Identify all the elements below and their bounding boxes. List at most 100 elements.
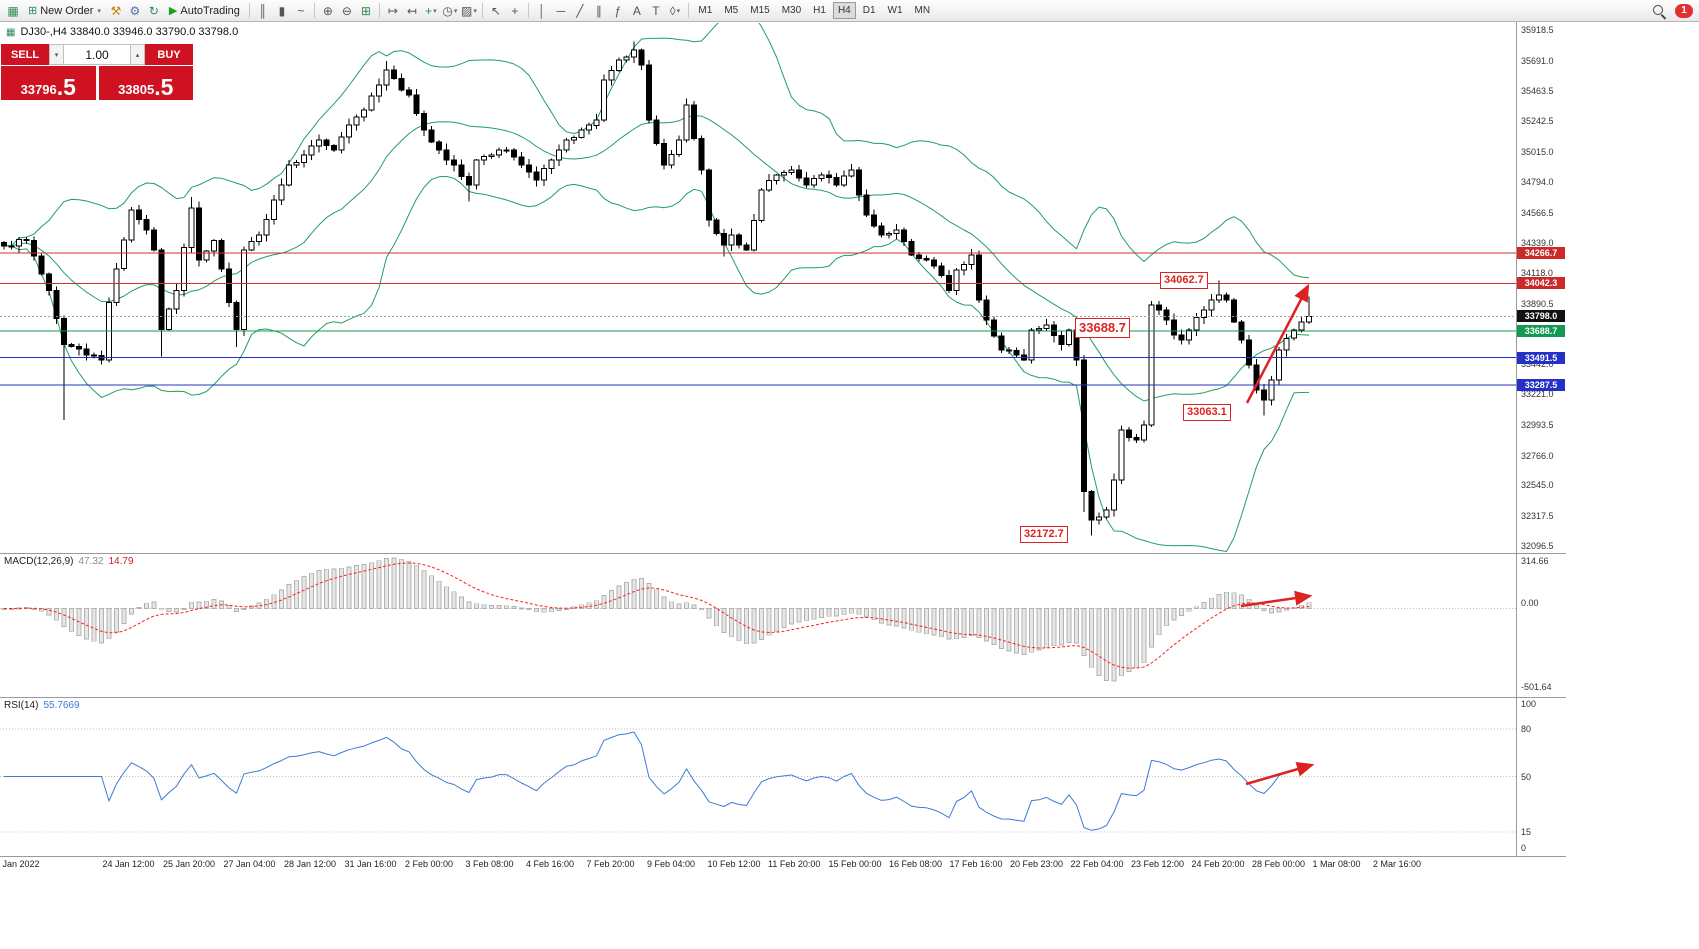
macd-name: MACD(12,26,9)	[4, 556, 74, 567]
line-chart-icon[interactable]: ~	[297, 3, 305, 18]
dropdown-caret-icon: ▾	[473, 7, 477, 15]
timeframe-m1[interactable]: M1	[698, 5, 713, 16]
templates-icon[interactable]: ▨ ▾	[460, 3, 477, 18]
toolbar-separator	[313, 3, 315, 18]
chart-window-icon[interactable]: ▦	[7, 3, 19, 18]
timeframe-d1[interactable]: D1	[862, 5, 876, 16]
cursor-icon[interactable]: ↖	[490, 3, 501, 18]
price-axis-tick: 32317.5	[1521, 511, 1554, 522]
options-icon[interactable]: ⚙	[129, 3, 141, 18]
price-axis-tick: 35691.0	[1521, 55, 1554, 66]
tile-windows-icon[interactable]: ⊞	[360, 3, 371, 18]
timeframe-mn[interactable]: MN	[914, 5, 931, 16]
refresh-icon[interactable]: ↻	[148, 3, 159, 18]
zoom-out-icon[interactable]: ⊖	[341, 3, 352, 18]
metaeditor-icon[interactable]: ⚒	[110, 3, 122, 18]
timeframe-w1[interactable]: W1	[887, 5, 903, 16]
text-icon[interactable]: A	[632, 3, 641, 18]
dropdown-caret-icon: ▾	[97, 7, 101, 15]
rsi-name: RSI(14)	[4, 700, 39, 711]
volume-input[interactable]: 1.00	[64, 44, 130, 65]
horizontal-line-icon[interactable]: ─	[556, 3, 566, 18]
autotrading-button-icon: ▶	[168, 5, 178, 17]
sell-price-button[interactable]: 33796 .5	[1, 66, 96, 100]
dropdown-caret-icon: ▾	[453, 7, 458, 15]
toolbar: ▦ ⊞ New Order ▾ ⚒ ⚙ ↻ ▶ AutoTrading ║ ▮ ~ ⊕ ⊖ ⊞ ↦ ↤ + ▾ ◷ ▾ ▨…	[0, 0, 1699, 22]
volume-up-button[interactable]: ▴	[130, 44, 145, 65]
search-icon[interactable]	[1651, 3, 1667, 20]
price-axis-tag: 33688.7	[1517, 325, 1565, 338]
timeframe-m5[interactable]: M5	[724, 5, 739, 16]
vertical-line-icon[interactable]: │	[538, 3, 546, 18]
price-axis-line	[1516, 22, 1517, 856]
timeframe-h1[interactable]: H1	[813, 5, 826, 16]
volume-down-button[interactable]: ▾	[49, 44, 64, 65]
one-click-trading-panel: SELL ▾ 1.00 ▴ BUY 33796 .5 33805 .5	[1, 44, 193, 100]
price-axis-tag: 33798.0	[1517, 310, 1565, 323]
rsi-scale-label: 100	[1521, 699, 1537, 709]
search-icon-circle	[1653, 4, 1663, 15]
price-axis-tag: 34042.3	[1517, 277, 1565, 290]
price-axis-tick: 32766.0	[1521, 450, 1554, 461]
price-axis-tick: 34566.5	[1521, 207, 1554, 218]
fibonacci-icon[interactable]: ƒ	[614, 3, 622, 18]
price-axis-tick: 35918.5	[1521, 25, 1554, 35]
rsi-scale-label: 80	[1521, 723, 1532, 734]
rsi-panel-separator[interactable]	[0, 697, 1566, 698]
buy-price-button[interactable]: 33805 .5	[98, 66, 193, 100]
macd-scale-max: 314.66	[1521, 556, 1549, 566]
chart-shift-icon[interactable]: ↤	[406, 3, 417, 18]
channel-icon[interactable]: ∥	[595, 3, 602, 18]
chart-canvas[interactable]	[0, 0, 1516, 872]
label-icon[interactable]: T	[652, 3, 660, 18]
periods-icon[interactable]: ◷ ▾	[442, 3, 458, 18]
buy-price-big: .5	[154, 74, 174, 100]
price-axis-tick: 35242.5	[1521, 116, 1554, 127]
toolbar-separator	[687, 3, 689, 18]
crosshair-icon[interactable]: +	[511, 3, 519, 18]
price-axis-tag: 33491.5	[1517, 351, 1565, 364]
price-axis-tick: 34118.0	[1521, 268, 1553, 279]
autotrading-button[interactable]: ▶ AutoTrading	[164, 3, 245, 18]
buy-price-main: 33805	[118, 82, 155, 97]
symbol-info: ▦ DJ30-,H4 33840.0 33946.0 33790.0 33798…	[6, 26, 238, 38]
buy-button[interactable]: BUY	[145, 44, 193, 65]
sell-price-main: 33796	[20, 82, 57, 97]
toolbar-separator	[527, 3, 529, 18]
macd-panel-separator[interactable]	[0, 553, 1566, 554]
toolbar-right: 1	[1651, 3, 1695, 20]
auto-scroll-icon[interactable]: ↦	[387, 3, 398, 18]
bar-chart-icon[interactable]: ║	[258, 3, 268, 18]
notification-badge[interactable]: 1	[1675, 3, 1693, 18]
new-order-button-icon: ⊞	[28, 5, 38, 17]
toolbar-items: ▦ ⊞ New Order ▾ ⚒ ⚙ ↻ ▶ AutoTrading ║ ▮ ~ ⊕ ⊖ ⊞ ↦ ↤ + ▾ ◷ ▾ ▨…	[4, 2, 1651, 20]
rsi-value: 55.7669	[43, 700, 80, 711]
price-axis-tick: 32096.5	[1521, 540, 1554, 551]
new-order-button[interactable]: ⊞ New Order ▾	[23, 3, 106, 18]
price-axis-tick: 34794.0	[1521, 176, 1554, 187]
macd-signal-value: 14.79	[108, 556, 134, 567]
sell-price-big: .5	[56, 74, 76, 100]
price-axis-tick: 35463.5	[1521, 86, 1554, 97]
price-axis-tick: 34339.0	[1521, 238, 1554, 249]
price-axis-tick: 33663.0	[1521, 329, 1554, 340]
sell-button[interactable]: SELL	[1, 44, 49, 65]
symbol-ohlc-text: DJ30-,H4 33840.0 33946.0 33790.0 33798.0	[20, 26, 239, 38]
macd-scale-min: -501.64	[1521, 682, 1552, 692]
zoom-in-icon[interactable]: ⊕	[322, 3, 333, 18]
timeframe-m30[interactable]: M30	[781, 5, 802, 16]
new-order-button-label: New Order	[40, 4, 94, 17]
candlestick-chart-icon[interactable]: ▮	[278, 3, 286, 18]
toolbar-separator	[378, 3, 380, 18]
trade-panel-prices: 33796 .5 33805 .5	[1, 66, 193, 100]
time-axis-separator	[0, 856, 1566, 857]
rsi-label: RSI(14) 55.7669	[4, 700, 80, 711]
rsi-scale-label: 50	[1521, 771, 1532, 782]
timeframe-m15[interactable]: M15	[750, 5, 770, 16]
trendline-icon[interactable]: ╱	[576, 3, 584, 18]
shapes-icon[interactable]: ◊ ▾	[669, 3, 681, 18]
price-axis-tick: 33890.5	[1521, 298, 1554, 309]
timeframe-h4[interactable]: H4	[832, 2, 856, 19]
indicators-icon[interactable]: + ▾	[425, 3, 437, 18]
